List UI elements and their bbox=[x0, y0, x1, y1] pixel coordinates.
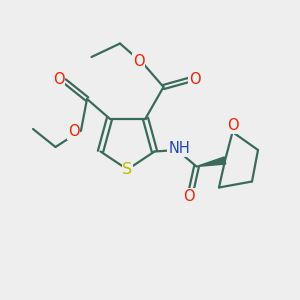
Text: O: O bbox=[68, 124, 79, 140]
Text: O: O bbox=[183, 189, 195, 204]
Text: O: O bbox=[53, 72, 64, 87]
Text: O: O bbox=[227, 118, 238, 134]
Text: S: S bbox=[122, 162, 133, 177]
Text: NH: NH bbox=[168, 141, 190, 156]
Text: O: O bbox=[189, 72, 201, 87]
Polygon shape bbox=[196, 157, 226, 166]
Text: O: O bbox=[133, 54, 144, 69]
